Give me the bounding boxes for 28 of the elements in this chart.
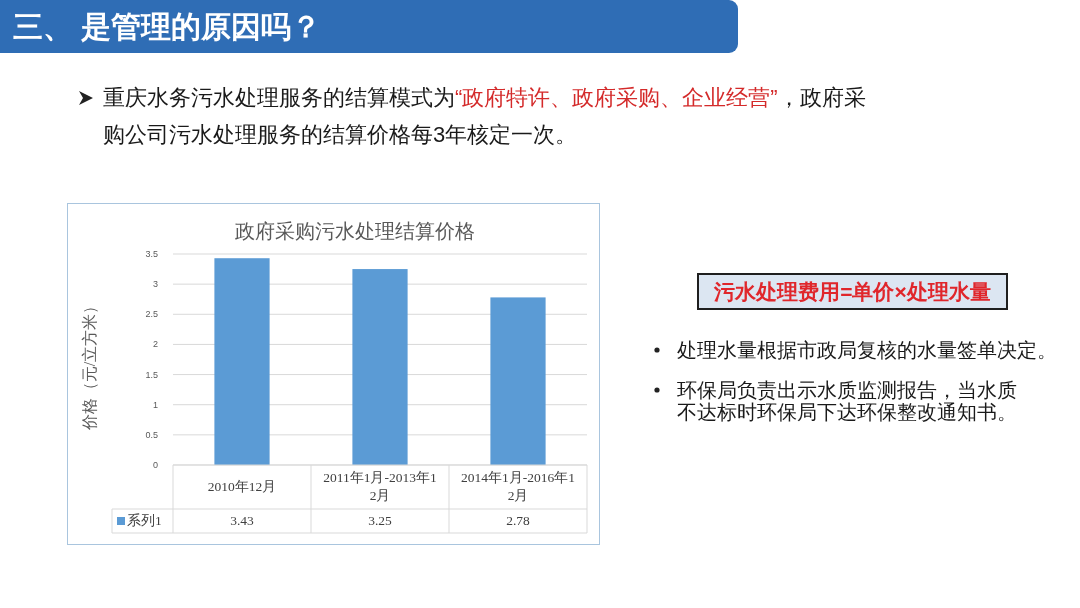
bar — [214, 258, 270, 465]
text: 环保局负责出示水质监测报告，当水质不达标时环保局下达环保整改通知书。 — [677, 379, 1018, 423]
text: 购公司污水处理服务的结算价格每3年核定一次。 — [103, 121, 578, 149]
text: ，政府采 — [777, 85, 866, 110]
y-tick-label: 1.5 — [145, 369, 158, 380]
y-tick-label: 2 — [152, 339, 158, 350]
bar — [352, 269, 408, 465]
y-tick-label: 3.5 — [145, 249, 158, 259]
data-label: 2.78 — [505, 512, 531, 530]
y-tick-label: 2.5 — [145, 309, 158, 320]
y-tick-label: 0.5 — [145, 429, 158, 440]
chart-title: 政府采购污水处理结算价格 — [235, 220, 475, 242]
bar — [490, 297, 546, 465]
y-tick-label: 3 — [152, 279, 158, 290]
y-tick-label: 0 — [152, 460, 158, 470]
x-tick-label: 2014年1月-2016年12月 — [460, 469, 576, 505]
x-tick-label: 2010年12月 — [206, 478, 278, 496]
data-label: 3.43 — [229, 512, 255, 530]
y-axis-title: 价格（元/立方米） — [81, 297, 98, 432]
y-tick-label: 1 — [152, 399, 158, 410]
text: “政府特许、政府采购、企业经营” — [455, 85, 778, 110]
data-label: 3.25 — [367, 512, 393, 530]
legend-label: 系列1 — [127, 512, 162, 530]
text: 重庆水务污水处理服务的结算模式为 — [103, 85, 455, 110]
text: 污水处理费用=单价×处理水量 — [697, 273, 1008, 310]
text: 三、 是管理的原因吗？ — [13, 9, 322, 45]
text: 处理水量根据市政局复核的水量签单决定。 — [677, 339, 1057, 361]
x-tick-label: 2011年1月-2013年12月 — [322, 469, 438, 505]
